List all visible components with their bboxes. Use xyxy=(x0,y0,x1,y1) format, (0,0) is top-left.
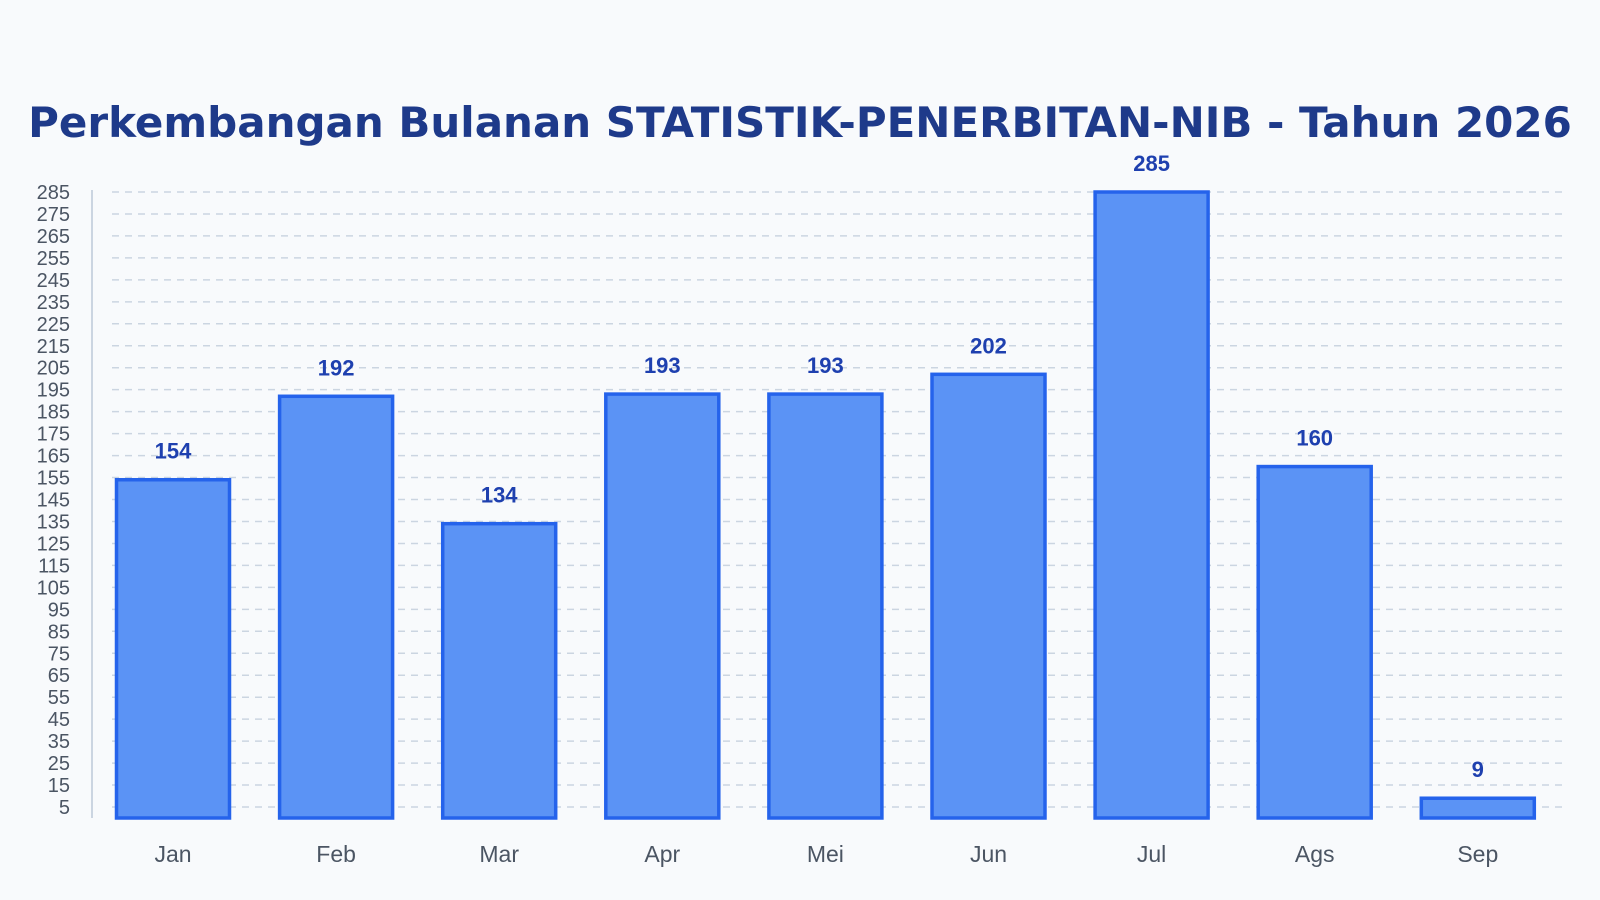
y-tick-label: 245 xyxy=(37,270,70,292)
y-tick-label: 185 xyxy=(37,402,70,424)
data-label: 134 xyxy=(481,483,518,508)
x-tick-label: Feb xyxy=(316,841,356,867)
y-tick-label: 5 xyxy=(59,797,70,819)
bar-sep[interactable] xyxy=(1419,796,1537,820)
bar-ags[interactable] xyxy=(1256,464,1373,820)
y-tick-label: 55 xyxy=(48,687,70,709)
y-tick-label: 145 xyxy=(37,490,70,512)
x-tick-label: Sep xyxy=(1457,841,1498,867)
y-tick-label: 205 xyxy=(37,358,70,380)
bar-jul[interactable] xyxy=(1093,190,1210,820)
y-tick-label: 35 xyxy=(48,731,70,753)
y-tick-label: 275 xyxy=(37,204,70,226)
y-tick-label: 225 xyxy=(37,314,70,336)
data-label: 285 xyxy=(1133,151,1170,176)
x-tick-label: Jul xyxy=(1137,841,1166,867)
x-tick-label: Mei xyxy=(807,841,844,867)
y-tick-label: 135 xyxy=(37,511,70,533)
x-tick-label: Apr xyxy=(644,841,680,867)
data-label: 202 xyxy=(970,333,1007,358)
x-tick-label: Ags xyxy=(1295,841,1335,867)
y-tick-label: 95 xyxy=(48,599,70,621)
y-tick-label: 75 xyxy=(48,643,70,665)
y-tick-label: 65 xyxy=(48,665,70,687)
y-tick-label: 85 xyxy=(48,621,70,643)
data-label: 9 xyxy=(1472,757,1484,782)
y-tick-label: 155 xyxy=(37,468,70,490)
bar-apr[interactable] xyxy=(604,392,721,820)
y-tick-label: 15 xyxy=(48,775,70,797)
y-tick-label: 25 xyxy=(48,753,70,775)
chart-title: Perkembangan Bulanan STATISTIK-PENERBITA… xyxy=(28,98,1572,147)
bar-jun[interactable] xyxy=(930,372,1047,820)
data-label: 154 xyxy=(155,439,192,464)
y-tick-label: 165 xyxy=(37,446,70,468)
bar-feb[interactable] xyxy=(277,394,395,820)
y-tick-label: 265 xyxy=(37,226,70,248)
y-tick-label: 105 xyxy=(37,577,70,599)
y-tick-label: 235 xyxy=(37,292,70,314)
data-label: 193 xyxy=(807,353,844,378)
data-label: 192 xyxy=(318,355,355,380)
data-label: 160 xyxy=(1296,426,1333,451)
y-tick-label: 255 xyxy=(37,248,70,270)
y-tick-label: 215 xyxy=(37,336,70,358)
data-label: 193 xyxy=(644,353,681,378)
bar-mar[interactable] xyxy=(440,521,558,820)
y-tick-label: 285 xyxy=(37,182,70,204)
y-tick-label: 115 xyxy=(38,555,70,577)
y-tick-label: 175 xyxy=(37,424,70,446)
y-tick-label: 195 xyxy=(37,380,70,402)
y-tick-label: 125 xyxy=(37,533,70,555)
x-tick-label: Jan xyxy=(154,841,191,867)
bar-jan[interactable] xyxy=(114,477,232,820)
y-tick-label: 45 xyxy=(48,709,70,731)
bar-mei[interactable] xyxy=(767,392,884,820)
x-tick-label: Mar xyxy=(479,841,519,867)
x-tick-label: Jun xyxy=(970,841,1007,867)
